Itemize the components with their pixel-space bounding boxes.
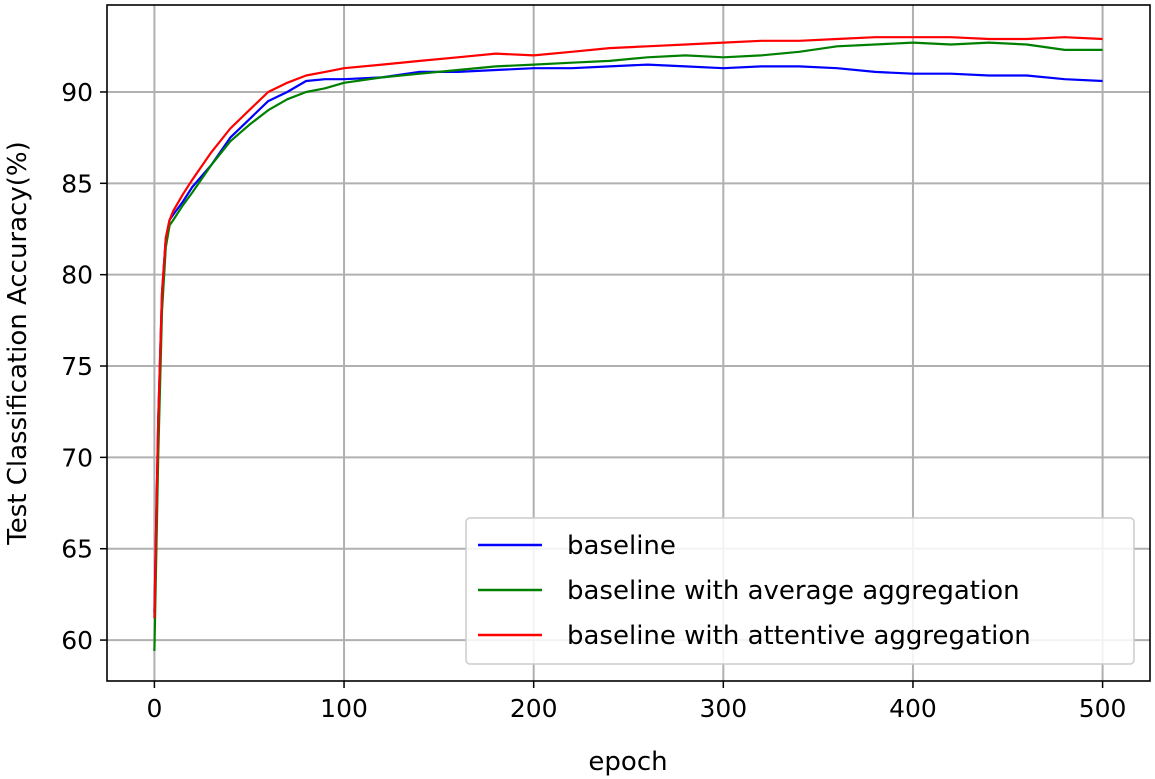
series-lines — [153, 36, 1103, 652]
y-tick-label: 60 — [61, 626, 93, 655]
legend: baseline baseline with average aggregati… — [465, 517, 1135, 665]
series-line-1 — [153, 41, 1103, 652]
y-axis-label: Test Classification Accuracy(%) — [3, 141, 33, 545]
y-tick-label: 70 — [61, 443, 93, 472]
plot-frame — [106, 4, 1151, 682]
x-tick-label: 500 — [1079, 694, 1127, 723]
y-tick-label: 75 — [61, 352, 93, 381]
x-tick-label: 300 — [699, 694, 747, 723]
x-axis-label: epoch — [588, 747, 667, 777]
grid — [107, 5, 1150, 681]
x-tick-label: 0 — [146, 694, 162, 723]
y-tick-label: 80 — [61, 261, 93, 290]
x-tick-label: 200 — [510, 694, 558, 723]
x-tick-label: 100 — [320, 694, 368, 723]
legend-box — [465, 517, 1135, 665]
y-tick-label: 90 — [61, 78, 93, 107]
x-tick-label: 400 — [889, 694, 937, 723]
legend-label-attentive: baseline with attentive aggregation — [567, 621, 1031, 651]
y-tick-label: 65 — [61, 535, 93, 564]
y-tick-label: 85 — [61, 169, 93, 198]
legend-label-average: baseline with average aggregation — [567, 576, 1020, 606]
legend-label-baseline: baseline — [567, 531, 676, 561]
series-line-2 — [153, 36, 1103, 619]
tick-labels: 0 100 200 300 400 500 60 65 70 75 80 85 90 — [61, 78, 1126, 723]
